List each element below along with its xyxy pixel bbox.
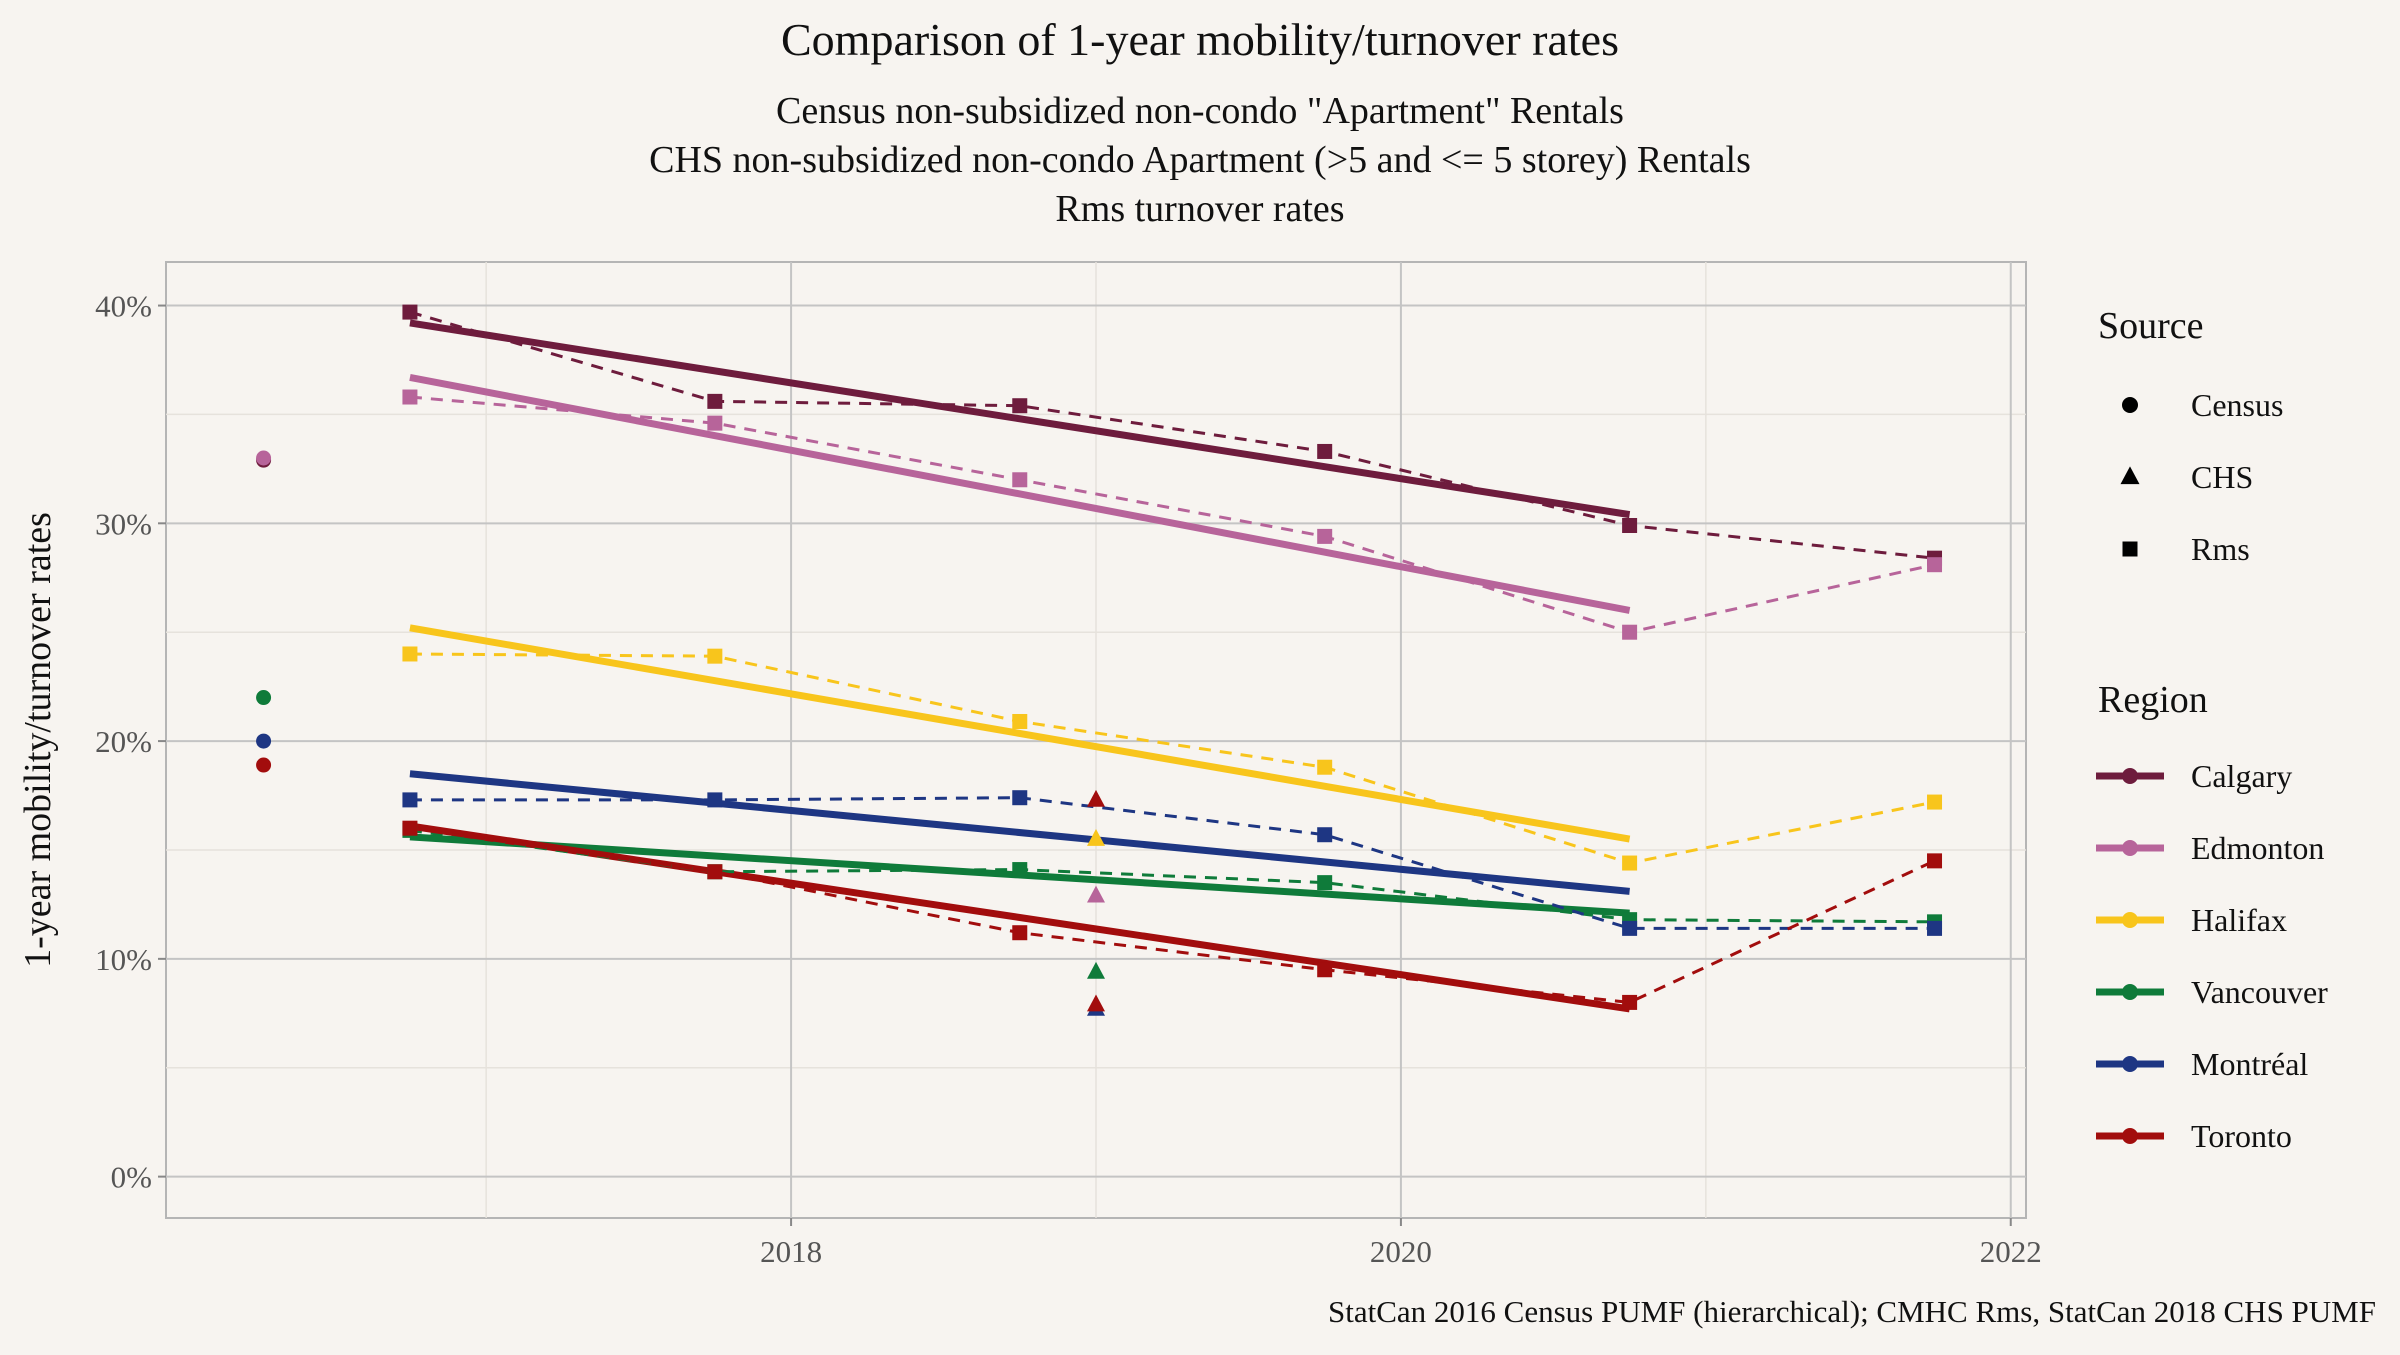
legend-chs-icon bbox=[2120, 466, 2140, 485]
trend-line-toronto bbox=[409, 822, 1631, 1013]
chart-title: Comparison of 1-year mobility/turnover r… bbox=[781, 14, 1619, 65]
legend-source-items: Census CHS Rms bbox=[2120, 387, 2283, 567]
chs-point-edmonton bbox=[1087, 885, 1105, 903]
data-points bbox=[256, 304, 1943, 1016]
y-axis-ticks: 0% 10% 20% 30% 40% bbox=[95, 289, 166, 1195]
rms-point-edmonton bbox=[1927, 557, 1943, 573]
legend-region-label-vancouver: Vancouver bbox=[2191, 974, 2328, 1010]
rms-point-montreal bbox=[402, 792, 418, 808]
legend: Source Census CHS Rms Region Calgary Edmont… bbox=[2096, 305, 2328, 1154]
rms-point-halifax bbox=[1317, 759, 1333, 775]
legend-dot-vancouver bbox=[2122, 984, 2138, 1000]
rms-point-vancouver bbox=[1317, 875, 1333, 891]
trend-line-calgary bbox=[409, 319, 1631, 519]
rms-point-montreal bbox=[1927, 920, 1943, 936]
rms-dashed-lines bbox=[409, 310, 1936, 1004]
x-tick-label: 2020 bbox=[1370, 1234, 1432, 1269]
trend-line-halifax bbox=[409, 624, 1631, 843]
chart-subtitle-3: Rms turnover rates bbox=[1055, 188, 1344, 230]
y-tick-label: 30% bbox=[95, 506, 152, 541]
rms-point-calgary bbox=[707, 393, 723, 409]
legend-rms-icon bbox=[2122, 541, 2138, 557]
legend-dot-calgary bbox=[2122, 768, 2138, 784]
rms-line-edmonton bbox=[409, 395, 1935, 634]
rms-point-montreal bbox=[707, 792, 723, 808]
y-tick-label: 10% bbox=[95, 942, 152, 977]
x-axis-ticks: 2018 2020 2022 bbox=[760, 1218, 2042, 1269]
rms-point-halifax bbox=[1622, 855, 1638, 871]
chs-point-vancouver bbox=[1087, 961, 1105, 979]
rms-point-vancouver bbox=[1012, 862, 1028, 878]
rms-point-montreal bbox=[1317, 827, 1333, 843]
rms-point-edmonton bbox=[1622, 624, 1638, 640]
rms-point-toronto bbox=[1012, 925, 1028, 941]
rms-point-calgary bbox=[1317, 443, 1333, 459]
rms-point-toronto bbox=[1317, 962, 1333, 978]
legend-source-label: CHS bbox=[2191, 459, 2253, 495]
x-tick-label: 2018 bbox=[760, 1234, 822, 1269]
x-tick-label: 2022 bbox=[1980, 1234, 2042, 1269]
rms-point-montreal bbox=[1622, 920, 1638, 936]
y-tick-label: 40% bbox=[95, 289, 152, 324]
legend-dot-halifax bbox=[2122, 912, 2138, 928]
rms-point-calgary bbox=[402, 304, 418, 320]
chart-caption: StatCan 2016 Census PUMF (hierarchical);… bbox=[1328, 1294, 2376, 1329]
legend-region-label-calgary: Calgary bbox=[2191, 758, 2292, 794]
legend-dot-toronto bbox=[2122, 1128, 2138, 1144]
grid-major bbox=[166, 262, 2026, 1218]
legend-region-label-toronto: Toronto bbox=[2191, 1118, 2292, 1154]
legend-region-label-halifax: Halifax bbox=[2191, 902, 2287, 938]
legend-census-icon bbox=[2122, 397, 2138, 413]
y-tick-label: 20% bbox=[95, 724, 152, 759]
rms-line-montreal bbox=[409, 796, 1935, 930]
legend-region-label-montreal: Montréal bbox=[2191, 1046, 2308, 1082]
legend-source-label: Rms bbox=[2191, 531, 2250, 567]
rms-point-toronto bbox=[402, 820, 418, 836]
census-point-edmonton bbox=[256, 450, 272, 466]
rms-point-halifax bbox=[1927, 794, 1943, 810]
legend-dot-montreal bbox=[2122, 1056, 2138, 1072]
chs-point-toronto bbox=[1087, 994, 1105, 1012]
trend-line-montreal bbox=[409, 770, 1630, 895]
legend-region-items: Calgary Edmonton Halifax Vancouver Montréal T… bbox=[2096, 758, 2328, 1154]
rms-point-edmonton bbox=[1317, 528, 1333, 544]
y-tick-label: 0% bbox=[111, 1160, 152, 1195]
chs-point-toronto bbox=[1087, 789, 1105, 807]
rms-point-toronto bbox=[1622, 994, 1638, 1010]
grid-minor bbox=[166, 262, 2026, 1218]
rms-point-edmonton bbox=[707, 415, 723, 431]
rms-point-halifax bbox=[707, 648, 723, 664]
y-axis-label: 1-year mobility/turnover rates bbox=[17, 512, 59, 968]
rms-line-toronto bbox=[409, 826, 1936, 1004]
trend-lines bbox=[409, 319, 1631, 1013]
chart-subtitle-2: CHS non-subsidized non-condo Apartment (… bbox=[649, 139, 1751, 181]
rms-point-edmonton bbox=[1012, 472, 1028, 488]
census-point-toronto bbox=[256, 757, 272, 773]
rms-line-halifax bbox=[409, 652, 1935, 865]
chs-point-halifax bbox=[1087, 829, 1105, 846]
rms-point-halifax bbox=[402, 646, 418, 662]
rms-point-halifax bbox=[1012, 713, 1028, 729]
rms-point-montreal bbox=[1012, 790, 1028, 806]
rms-point-calgary bbox=[1622, 517, 1638, 533]
rms-point-edmonton bbox=[402, 389, 418, 405]
trend-line-edmonton bbox=[409, 373, 1631, 614]
rms-point-toronto bbox=[707, 864, 723, 880]
census-point-vancouver bbox=[256, 690, 272, 706]
rms-point-calgary bbox=[1012, 398, 1028, 414]
legend-dot-edmonton bbox=[2122, 840, 2138, 856]
legend-region-label-edmonton: Edmonton bbox=[2191, 830, 2324, 866]
legend-region-title: Region bbox=[2098, 679, 2208, 721]
census-point-montreal bbox=[256, 733, 272, 749]
rms-point-toronto bbox=[1927, 853, 1943, 869]
legend-source-title: Source bbox=[2098, 305, 2204, 347]
legend-source-label: Census bbox=[2191, 387, 2283, 423]
chart-subtitle-1: Census non-subsidized non-condo "Apartme… bbox=[776, 90, 1624, 132]
